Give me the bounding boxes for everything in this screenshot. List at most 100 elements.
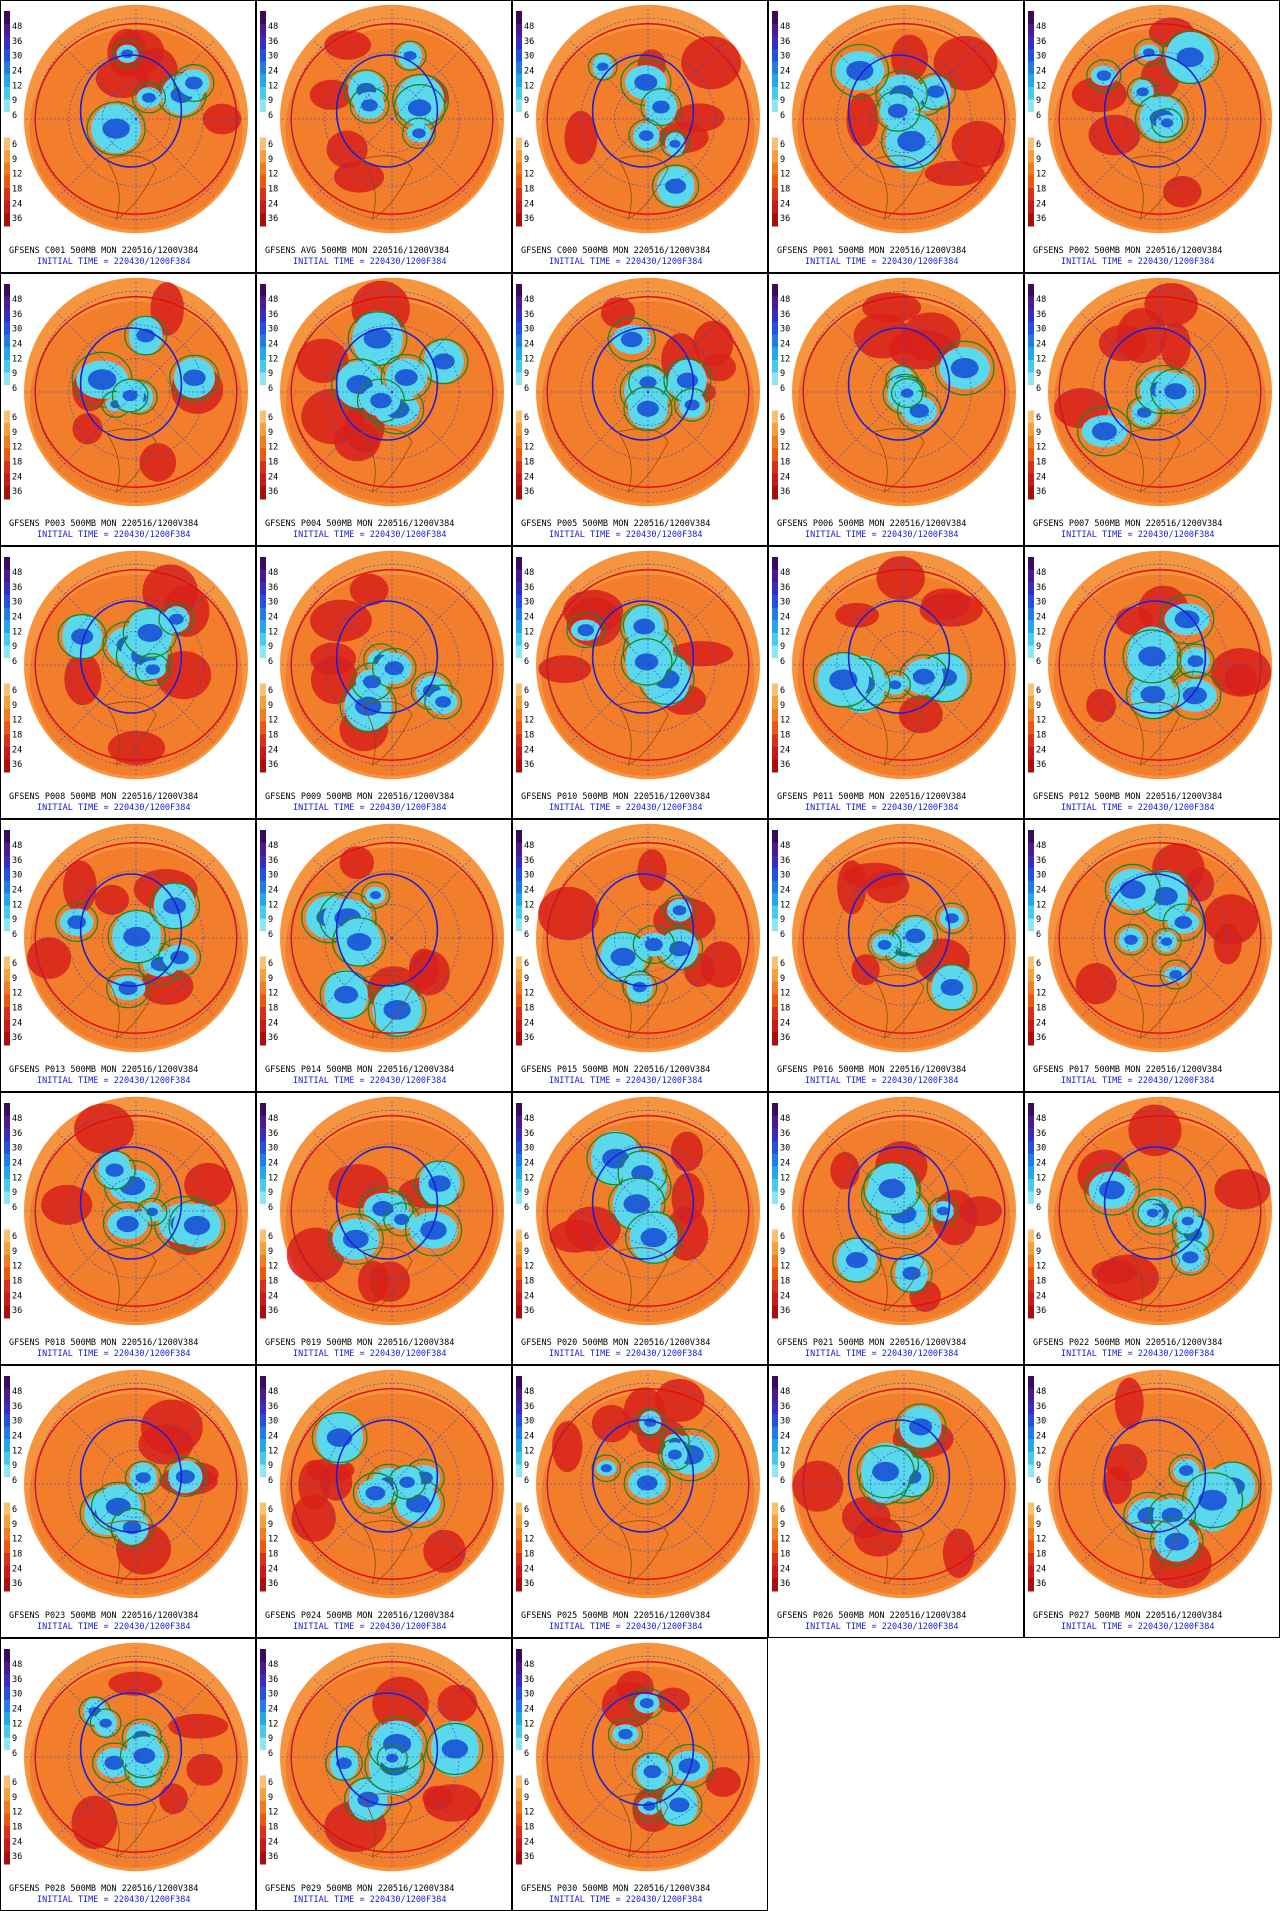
- coastline: [873, 428, 925, 493]
- colorbar-label: 36: [1036, 487, 1046, 497]
- meridian: [135, 312, 216, 393]
- meridian: [1080, 664, 1161, 745]
- height-contour: [830, 43, 890, 98]
- height-contour: [325, 1745, 363, 1781]
- positive-anomaly: [841, 1496, 891, 1538]
- colorbar-label: 9: [268, 642, 273, 652]
- positive-anomaly: [891, 34, 929, 82]
- colorbar-segment: [4, 1280, 10, 1294]
- positive-anomaly: [942, 1528, 975, 1579]
- colorbar-label: 18: [524, 1822, 534, 1832]
- colorbar-segment: [4, 1451, 10, 1466]
- colorbar-segment: [1028, 359, 1034, 374]
- colorbar-segment: [4, 86, 10, 101]
- colorbar-label: 18: [12, 457, 22, 467]
- colorbar-label: 36: [268, 1675, 278, 1685]
- colorbar-segment: [772, 321, 778, 336]
- height-contour: [332, 917, 387, 967]
- colorbar-segment: [4, 855, 10, 869]
- colorbar-label: 36: [524, 310, 534, 320]
- colorbar-label: 6: [1036, 1203, 1041, 1213]
- positive-anomaly: [310, 642, 357, 675]
- map-panel: 48 36 30 24 12 9 6 6 9 12 18 24 36 GFSENS P014 500MB …: [256, 819, 512, 1092]
- colorbar-segment: [260, 759, 266, 773]
- contour-546: [591, 54, 695, 168]
- height-contour: [628, 118, 665, 153]
- panel-title: GFSENS P001 500MB MON 220516/1200V384: [777, 246, 966, 256]
- map-panel: 48 36 30 24 12 9 6 6 9 12 18 24 36 GFSENS P003 500MB …: [0, 273, 256, 546]
- height-contour: [1134, 93, 1189, 144]
- colorbar-segment: [1028, 905, 1034, 920]
- colorbar-segment: [1028, 48, 1034, 63]
- colorbar-label: 48: [268, 568, 278, 578]
- colorbar-segment: [772, 99, 778, 113]
- height-contour: [634, 1407, 667, 1438]
- meridian: [135, 1677, 216, 1758]
- colorbar-segment: [4, 372, 10, 386]
- colorbar-label: 12: [268, 1446, 278, 1456]
- colorbar-label: 48: [780, 841, 790, 851]
- colorbar-segment: [516, 309, 522, 323]
- colorbar-segment: [260, 1166, 266, 1180]
- contour-546: [79, 54, 183, 168]
- panel-initial-time: INITIAL TIME = 220430/1200F384: [549, 1076, 703, 1086]
- colorbar-segment: [260, 880, 266, 894]
- height-contour: [890, 378, 924, 409]
- colorbar-segment: [772, 1388, 778, 1402]
- colorbar-segment: [516, 1178, 522, 1193]
- negative-anomaly-core: [363, 675, 382, 689]
- colorbar-segment: [4, 61, 10, 75]
- coastline: [873, 155, 925, 220]
- colorbar-label: 24: [1036, 1564, 1046, 1574]
- colorbar-segment: [772, 594, 778, 609]
- colorbar-segment: [772, 1242, 778, 1256]
- colorbar-label: 12: [1036, 900, 1046, 910]
- colorbar-label: 30: [268, 325, 278, 335]
- negative-anomaly-core: [1124, 934, 1138, 945]
- colorbar-segment: [1028, 99, 1034, 113]
- colorbar-segment: [260, 385, 266, 399]
- negative-anomaly-core: [1187, 655, 1204, 667]
- colorbar-label: 9: [268, 701, 273, 711]
- colorbar-label: 24: [524, 1432, 534, 1442]
- colorbar-segment: [1028, 956, 1034, 970]
- map-panel: 48 36 30 24 12 9 6 6 9 12 18 24 36 GFSENS P019 500MB …: [256, 1092, 512, 1365]
- map-panel: 48 36 30 24 12 9 6 6 9 12 18 24 36 GFSENS P010 500MB …: [512, 546, 768, 819]
- meridian: [135, 585, 216, 666]
- colorbar-label: 24: [12, 1018, 22, 1028]
- colorbar-segment: [516, 569, 522, 583]
- colorbar-label: 24: [268, 1564, 278, 1574]
- negative-anomaly-core: [105, 1163, 124, 1177]
- meridian: [135, 858, 216, 939]
- colorbar-segment: [4, 557, 10, 571]
- negative-anomaly-core: [102, 118, 130, 139]
- colorbar-segment: [772, 918, 778, 932]
- colorbar-segment: [1028, 1166, 1034, 1180]
- colorbar-segment: [516, 1280, 522, 1294]
- colorbar-segment: [516, 1788, 522, 1802]
- negative-anomaly-core: [185, 76, 203, 90]
- colorbar-segment: [260, 1477, 266, 1491]
- colorbar-label: 12: [268, 354, 278, 364]
- colorbar-label: 6: [268, 1505, 273, 1515]
- colorbar-label: 30: [780, 52, 790, 62]
- colorbar-label: 36: [1036, 1033, 1046, 1043]
- colorbar-label: 36: [780, 856, 790, 866]
- colorbar-segment: [1028, 880, 1034, 894]
- negative-anomaly-core: [1160, 118, 1174, 128]
- colorbar-label: 24: [268, 1432, 278, 1442]
- meridian: [647, 1131, 728, 1212]
- colorbar-segment: [260, 150, 266, 164]
- colorbar-segment: [4, 1699, 10, 1713]
- colorbar-label: 12: [1036, 1446, 1046, 1456]
- meridian: [1080, 391, 1161, 472]
- colorbar-segment: [260, 423, 266, 437]
- colorbar-label: 36: [780, 1033, 790, 1043]
- colorbar-label: 30: [12, 1690, 22, 1700]
- map-panel: 48 36 30 24 12 9 6 6 9 12 18 24 36 GFSENS C000 500MB …: [512, 0, 768, 273]
- colorbar-label: 48: [12, 1114, 22, 1124]
- colorbar-segment: [4, 36, 10, 50]
- colorbar-segment: [4, 1813, 10, 1827]
- colorbar-segment: [516, 137, 522, 151]
